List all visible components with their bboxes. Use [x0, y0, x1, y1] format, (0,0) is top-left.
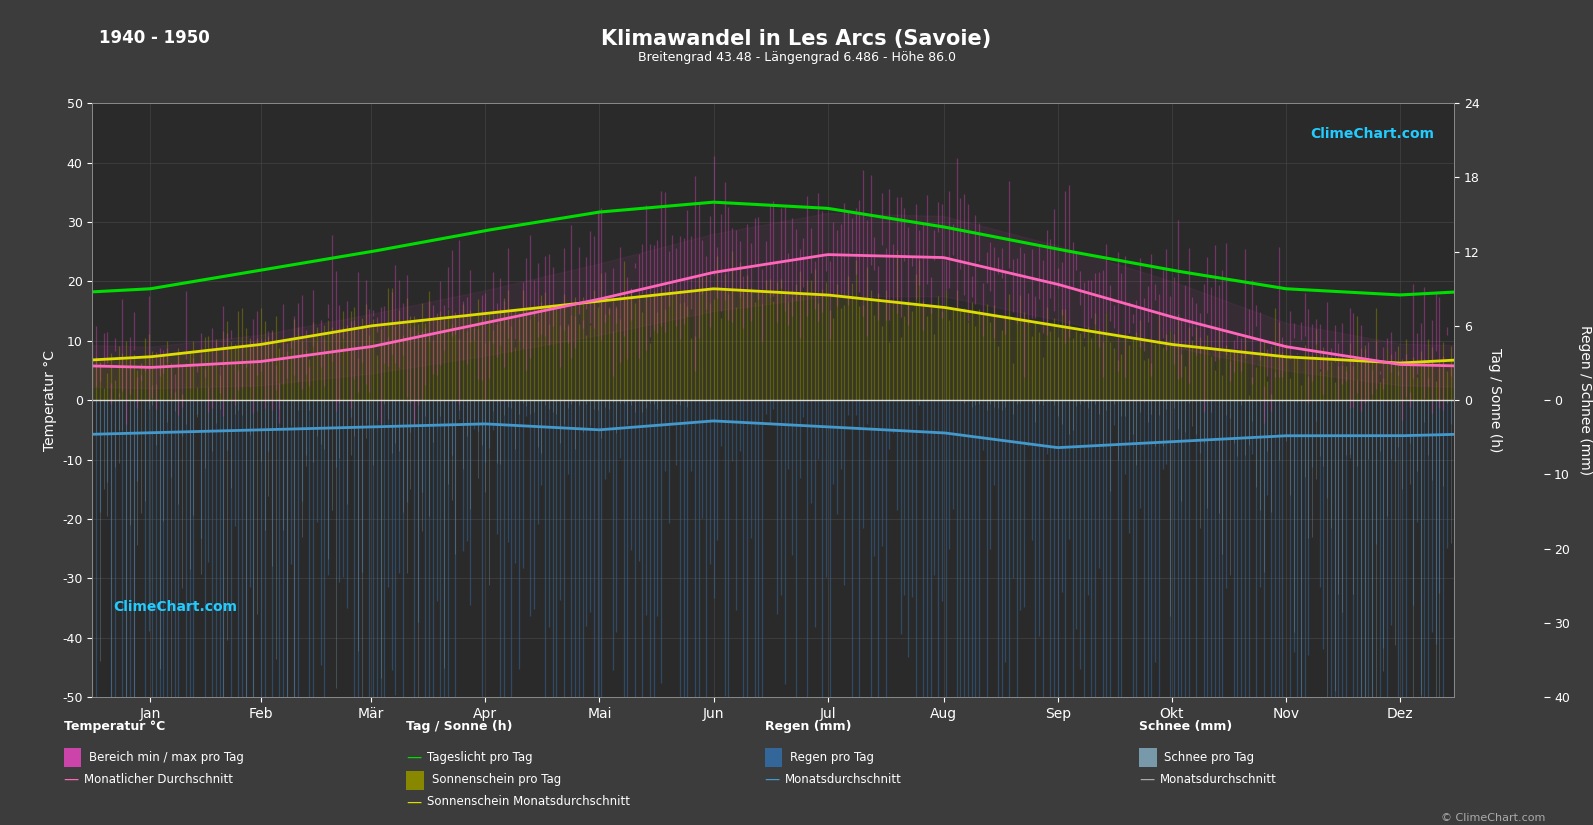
- Text: —: —: [1139, 772, 1155, 787]
- Text: Schnee pro Tag: Schnee pro Tag: [1164, 751, 1255, 764]
- Text: Tageslicht pro Tag: Tageslicht pro Tag: [427, 751, 532, 764]
- Text: Monatsdurchschnitt: Monatsdurchschnitt: [1160, 773, 1276, 786]
- Y-axis label: Tag / Sonne (h): Tag / Sonne (h): [1488, 348, 1502, 452]
- Text: —: —: [765, 772, 781, 787]
- Text: Breitengrad 43.48 - Längengrad 6.486 - Höhe 86.0: Breitengrad 43.48 - Längengrad 6.486 - H…: [637, 51, 956, 64]
- Text: Sonnenschein pro Tag: Sonnenschein pro Tag: [432, 773, 561, 786]
- Text: ClimeChart.com: ClimeChart.com: [1309, 127, 1434, 141]
- Text: Regen pro Tag: Regen pro Tag: [790, 751, 875, 764]
- Text: —: —: [406, 750, 422, 765]
- Text: Klimawandel in Les Arcs (Savoie): Klimawandel in Les Arcs (Savoie): [602, 29, 991, 49]
- Text: 1940 - 1950: 1940 - 1950: [99, 29, 210, 47]
- Text: Sonnenschein Monatsdurchschnitt: Sonnenschein Monatsdurchschnitt: [427, 795, 629, 808]
- Text: Temperatur °C: Temperatur °C: [64, 720, 166, 733]
- Text: Schnee (mm): Schnee (mm): [1139, 720, 1233, 733]
- Text: © ClimeChart.com: © ClimeChart.com: [1440, 813, 1545, 823]
- Text: Regen (mm): Regen (mm): [765, 720, 851, 733]
- Text: Bereich min / max pro Tag: Bereich min / max pro Tag: [89, 751, 244, 764]
- Text: Tag / Sonne (h): Tag / Sonne (h): [406, 720, 513, 733]
- Y-axis label: Temperatur °C: Temperatur °C: [43, 350, 57, 450]
- Y-axis label: Regen / Schnee (mm): Regen / Schnee (mm): [1579, 325, 1591, 475]
- Text: —: —: [64, 772, 80, 787]
- Text: Monatsdurchschnitt: Monatsdurchschnitt: [785, 773, 902, 786]
- Text: —: —: [406, 794, 422, 809]
- Text: Monatlicher Durchschnitt: Monatlicher Durchschnitt: [84, 773, 234, 786]
- Text: ClimeChart.com: ClimeChart.com: [113, 600, 237, 614]
